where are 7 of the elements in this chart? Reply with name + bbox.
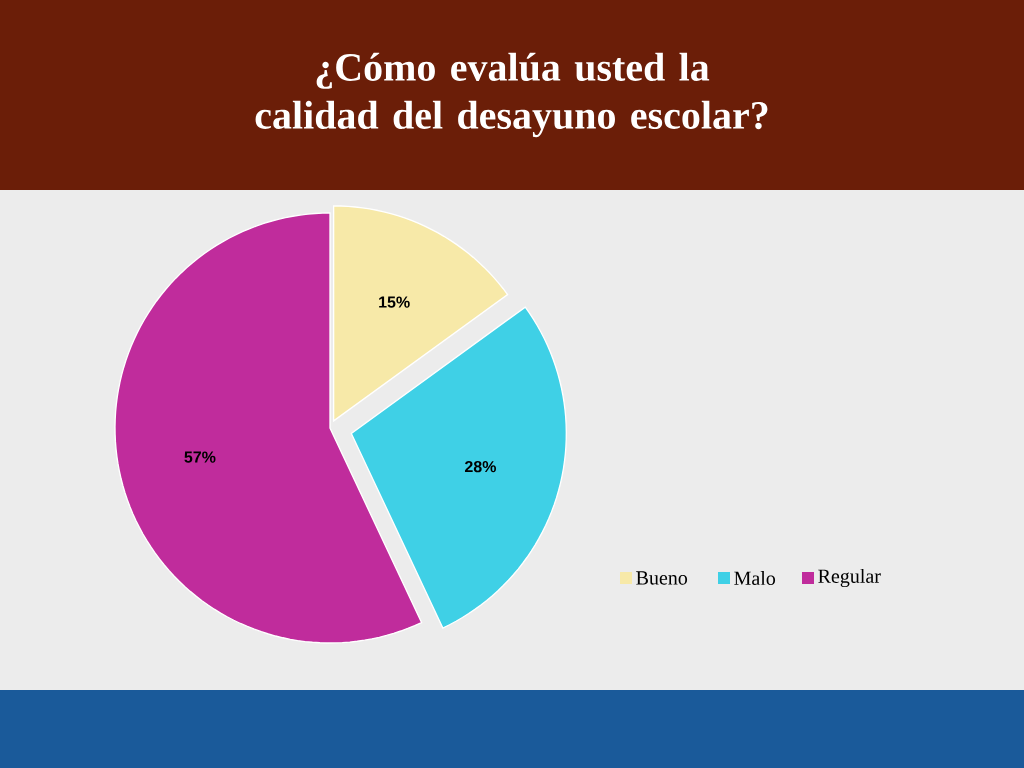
chart-title: ¿Cómo evalúa usted la calidad del desayuno escolar? (255, 52, 768, 138)
legend-label: Regular (818, 568, 881, 588)
data-label: 15% (379, 296, 410, 308)
data-label: 28% (464, 460, 497, 473)
legend-label: Malo (734, 570, 776, 586)
legend-label: Bueno (636, 571, 688, 585)
data-label: 57% (184, 451, 216, 463)
